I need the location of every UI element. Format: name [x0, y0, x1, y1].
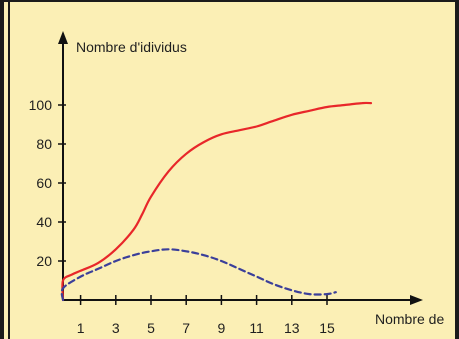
x-tick-labels: 1 3 5 7 9 11 13 15 — [77, 320, 335, 336]
series-line-dashed — [60, 248, 337, 302]
x-tick-label: 7 — [182, 320, 190, 336]
y-tick-label: 40 — [36, 214, 52, 230]
x-tick-label: 5 — [147, 320, 155, 336]
y-axis-arrow — [58, 31, 68, 44]
frame-border-top — [0, 0, 459, 2]
frame-border-left — [0, 0, 4, 339]
x-axis-arrow — [410, 295, 423, 305]
frame-border-right — [455, 0, 459, 339]
y-tick-labels: 20 40 60 80 100 — [29, 97, 53, 269]
y-tick-label: 80 — [36, 136, 52, 152]
series-line-solid — [61, 101, 373, 302]
y-tick-label: 100 — [29, 97, 53, 113]
x-tick-label: 3 — [112, 320, 120, 336]
series-layer — [60, 101, 373, 302]
x-axis-label: Nombre de — [375, 311, 444, 327]
x-tick-label: 1 — [77, 320, 85, 336]
frame-border-left-inner — [8, 0, 10, 339]
x-tick-label: 11 — [249, 320, 264, 336]
x-tick-label: 9 — [218, 320, 226, 336]
y-tick-label: 60 — [36, 175, 52, 191]
y-tick-label: 20 — [36, 253, 52, 269]
x-tick-label: 15 — [319, 320, 335, 336]
y-axis-label: Nombre d'idividus — [76, 39, 187, 55]
x-tick-label: 13 — [284, 320, 300, 336]
axes — [58, 31, 423, 305]
